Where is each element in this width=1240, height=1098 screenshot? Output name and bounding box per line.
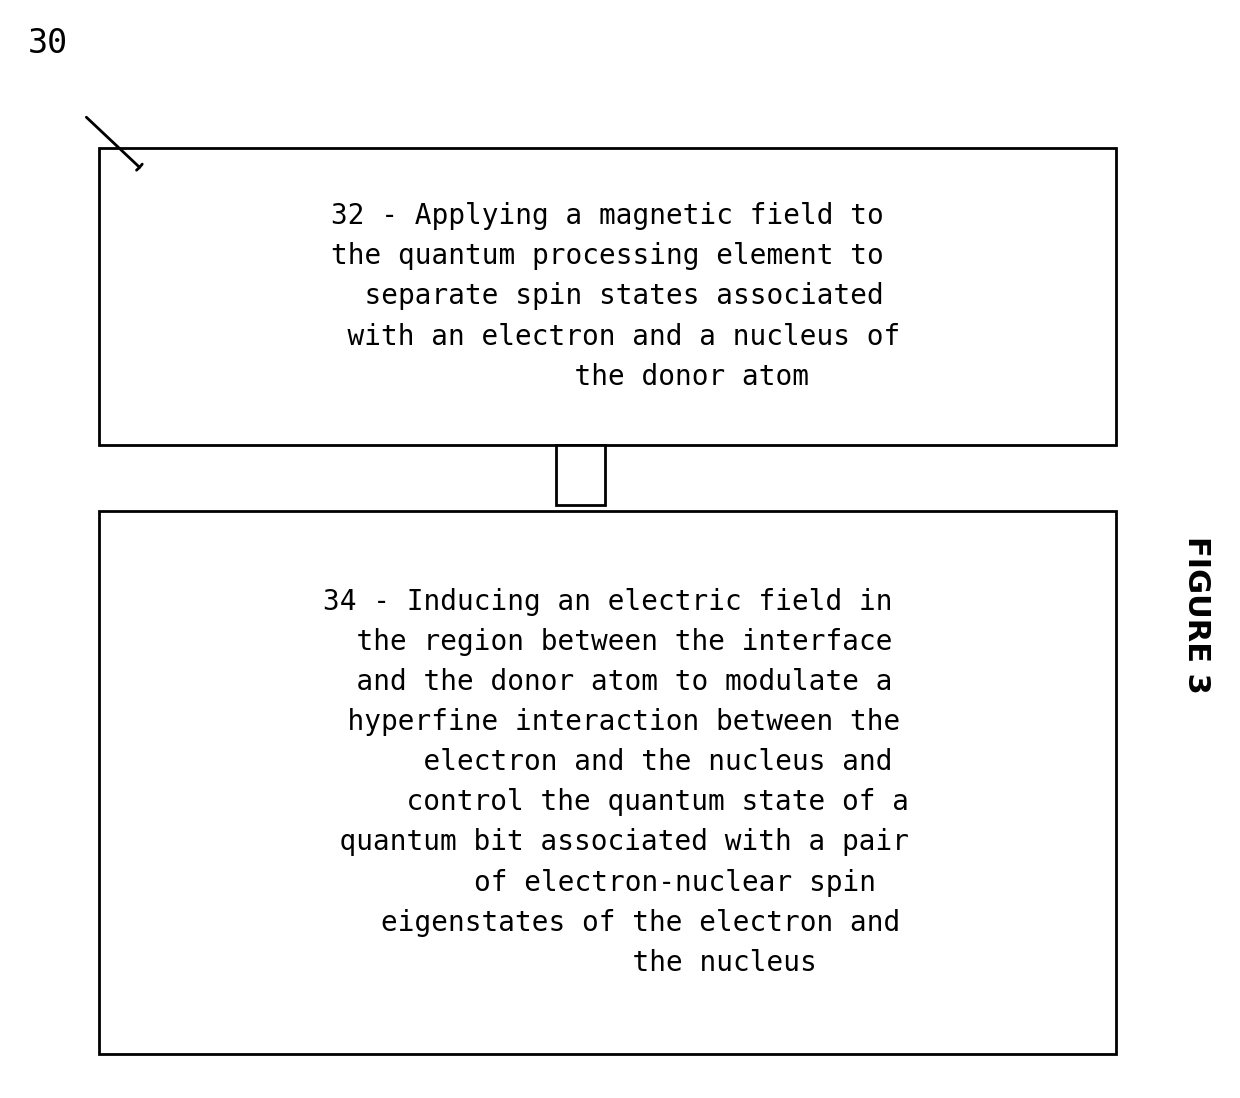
Text: 30: 30 — [27, 27, 67, 60]
Bar — [556, 445, 605, 505]
Text: 34 - Inducing an electric field in
  the region between the interface
  and the : 34 - Inducing an electric field in the r… — [306, 587, 909, 977]
Bar — [99, 511, 1116, 1054]
Text: 32 - Applying a magnetic field to
the quantum processing element to
  separate s: 32 - Applying a magnetic field to the qu… — [315, 202, 900, 391]
Text: FIGURE 3: FIGURE 3 — [1182, 536, 1211, 694]
Bar — [99, 148, 1116, 445]
